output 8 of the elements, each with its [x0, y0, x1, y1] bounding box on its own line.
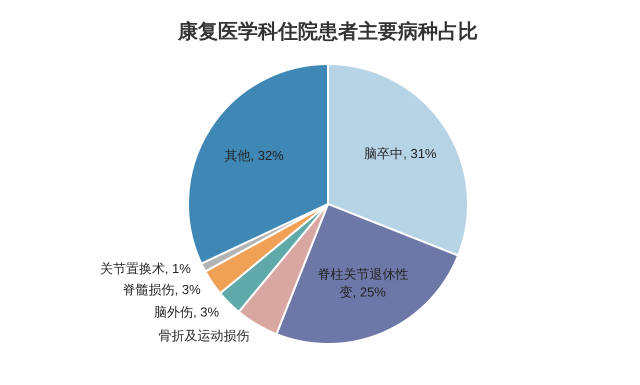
chart-title: 康复医学科住院患者主要病种占比 [177, 20, 478, 43]
slice-label: 脑外伤, 3% [154, 304, 220, 320]
slice-label: 脑卒中, 31% [364, 146, 437, 162]
slice-label: 脊髓损伤, 3% [122, 282, 202, 297]
slice-label: 脊柱关节退休性变, 25% [317, 266, 408, 300]
slice-label: 骨折及运动损伤 [158, 328, 250, 343]
slice-label: 关节置换术, 1% [100, 261, 192, 276]
slice-label: 其他, 32% [224, 148, 284, 164]
